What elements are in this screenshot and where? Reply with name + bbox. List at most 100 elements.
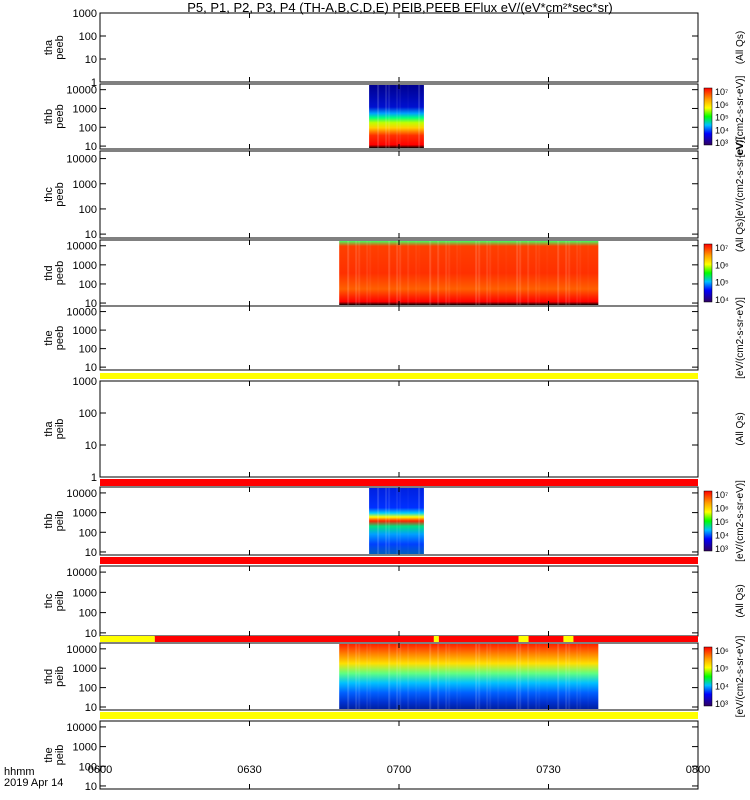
- side-label-thb-peeb: [eV/(cm2-s-sr-eV)]: [735, 75, 746, 157]
- spectrogram-texture: [565, 241, 568, 305]
- time-tick-label: 0730: [536, 764, 560, 776]
- spectrogram-texture: [377, 644, 379, 709]
- spectrogram-texture: [489, 241, 492, 305]
- spectrogram-texture: [516, 644, 519, 709]
- spectrogram-texture: [538, 241, 541, 305]
- panel-ylabel-thb-peeb: thb: [43, 109, 55, 124]
- status-segment: [100, 636, 155, 642]
- y-tick-label: 10000: [66, 307, 97, 319]
- spectrogram-texture: [407, 241, 410, 305]
- spectrogram-texture: [407, 85, 409, 148]
- spectrogram-texture: [557, 644, 560, 709]
- spectrogram-texture: [505, 241, 507, 305]
- spectrogram-texture: [489, 644, 492, 709]
- spectrogram-texture: [437, 644, 440, 709]
- colorbar-tick-label: 10⁶: [715, 100, 729, 110]
- status-segment: [100, 712, 698, 719]
- spectrogram-texture: [355, 241, 358, 305]
- panel-thd-peib: 10000 1000 100 10 thd peib 10⁶ 10⁵ 10⁴ 10³ [eV/(cm…: [43, 635, 746, 717]
- y-tick-label: 10: [85, 141, 97, 153]
- spectrogram-texture: [445, 644, 448, 709]
- y-tick-label: 10: [85, 54, 97, 66]
- spectrogram-texture: [399, 644, 402, 709]
- colorbar-tick-label: 10³: [715, 699, 728, 709]
- status-segment: [154, 636, 434, 642]
- spectrogram-texture: [568, 241, 571, 305]
- side-label-thd-peib: [eV/(cm2-s-sr-eV)]: [735, 635, 746, 717]
- the-peeb-status: [100, 373, 698, 379]
- spectrogram-texture: [527, 644, 530, 709]
- colorbar-thd-peeb: [703, 243, 713, 303]
- spectrogram-texture: [418, 241, 420, 305]
- spectrogram-texture: [429, 241, 432, 305]
- y-tick-label: 1000: [73, 376, 97, 388]
- y-tick-label: 10000: [66, 644, 97, 656]
- spectrogram-block-thb-peeb: [369, 85, 424, 148]
- spectrogram-texture: [388, 241, 391, 305]
- spectrogram-texture: [486, 644, 489, 709]
- side-label-tha-peib: (All Qs): [735, 412, 746, 445]
- spectrogram-texture: [418, 488, 421, 554]
- spectrogram-texture: [377, 241, 379, 305]
- spectrogram-texture: [516, 241, 519, 305]
- spectrogram-texture: [396, 644, 399, 709]
- status-segment: [528, 636, 564, 642]
- spectrogram-texture: [568, 644, 571, 709]
- time-tick-label: 0800: [686, 764, 710, 776]
- status-segment: [100, 557, 698, 564]
- y-tick-label: 10: [85, 628, 97, 640]
- spectrogram-block-thd-peib: [339, 644, 599, 709]
- y-tick-label: 10000: [66, 154, 97, 166]
- spectrogram-texture: [429, 644, 432, 709]
- panel-ylabel-thd-peeb: peeb: [54, 261, 66, 285]
- spectrogram-texture: [448, 241, 451, 305]
- spectrogram-texture: [497, 644, 500, 709]
- y-tick-label: 100: [79, 408, 97, 420]
- y-tick-label: 10000: [66, 488, 97, 500]
- spectrogram-texture: [587, 241, 589, 305]
- panel-frame-tha-peeb: [99, 12, 699, 83]
- y-tick-label: 100: [79, 344, 97, 356]
- spectrogram-texture: [399, 488, 402, 554]
- panel-thc-peib: 10000 1000 100 10 thc peib (All Qs): [43, 565, 746, 640]
- y-tick-label: 1000: [73, 325, 97, 337]
- colorbar-tick-label: 10⁴: [715, 681, 729, 691]
- spectrogram-texture: [459, 644, 461, 709]
- side-label-thb-peib: [eV/(cm2-s-sr-eV)]: [735, 480, 746, 562]
- panel-ylabel-the-peeb: peeb: [54, 326, 66, 350]
- spectrogram-texture: [519, 241, 522, 305]
- y-tick-label: 1000: [73, 663, 97, 675]
- time-tick-label: 0600: [88, 764, 112, 776]
- panel-ylabel-tha-peib: peib: [54, 419, 66, 440]
- y-tick-label: 10: [85, 547, 97, 559]
- spectrogram-texture: [546, 241, 548, 305]
- colorbar-tick-label: 10⁵: [715, 664, 729, 674]
- spectrogram-texture: [369, 644, 372, 709]
- spectrogram-texture: [385, 488, 388, 554]
- colorbar-tick-label: 10⁵: [715, 113, 729, 123]
- colorbar-tick-label: 10³: [715, 544, 728, 554]
- spectrogram-block-thd-peeb: [339, 241, 599, 305]
- colorbar-tick-label: 10⁴: [715, 295, 729, 305]
- panel-ylabel-the-peeb: the: [43, 330, 55, 345]
- status-segment: [518, 636, 529, 642]
- thc-peib-status: [100, 636, 698, 642]
- y-tick-label: 10000: [66, 85, 97, 97]
- spectrogram-texture: [565, 644, 568, 709]
- colorbar-tick-label: 10⁵: [715, 278, 729, 288]
- y-tick-label: 10: [85, 702, 97, 714]
- time-axis-label: hhmm: [4, 766, 35, 778]
- spectrogram-texture: [437, 241, 440, 305]
- time-axis-date: 2019 Apr 14: [4, 777, 64, 789]
- time-tick-label: 0700: [387, 764, 411, 776]
- y-tick-label: 100: [79, 608, 97, 620]
- spectrogram-texture: [399, 241, 402, 305]
- spectrogram-texture: [535, 241, 538, 305]
- spectrogram-texture: [456, 644, 459, 709]
- spectrogram-texture: [527, 241, 530, 305]
- panel-thb-peib: 10000 1000 100 10 thb peib 10⁷ 10⁶ 10⁵ 10⁴ 10³ [eV/…: [43, 480, 746, 562]
- y-tick-label: 10: [85, 781, 97, 793]
- spectrogram-texture: [576, 644, 579, 709]
- spectrogram-texture: [388, 488, 391, 554]
- spectrogram-block-thb-peib: [369, 488, 424, 554]
